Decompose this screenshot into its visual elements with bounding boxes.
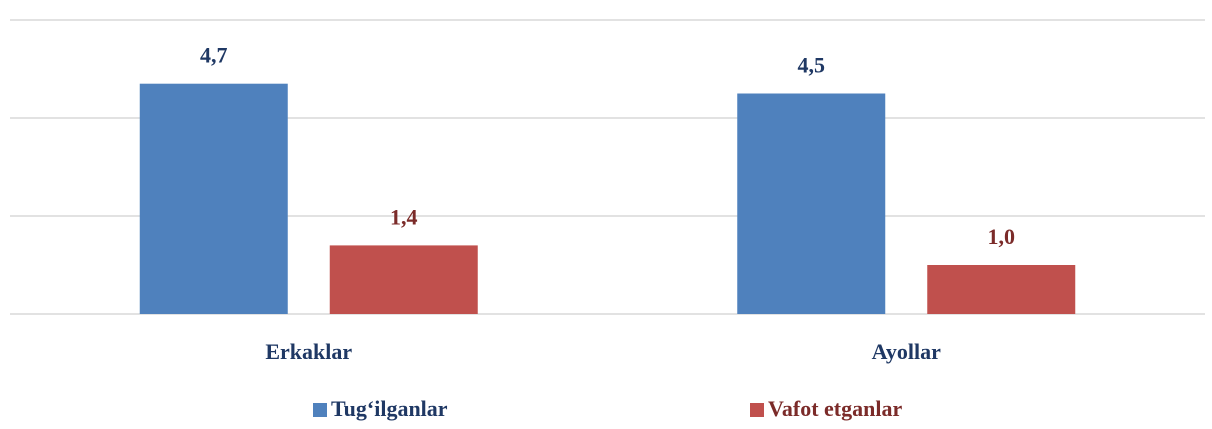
legend-label: Tug‘ilganlar [331,396,448,421]
bar [737,93,886,314]
legend-label: Vafot etganlar [768,396,902,421]
data-label: 4,5 [798,53,826,78]
data-label: 1,4 [390,204,418,229]
x-tick-label: Ayollar [872,339,941,364]
data-label: 4,7 [200,43,228,68]
legend-swatch [750,403,764,417]
bar [139,83,288,314]
legend-swatch [313,403,327,417]
x-tick-label: Erkaklar [265,339,352,364]
data-label: 1,0 [988,224,1016,249]
bar [927,265,1076,314]
bar [329,245,478,314]
